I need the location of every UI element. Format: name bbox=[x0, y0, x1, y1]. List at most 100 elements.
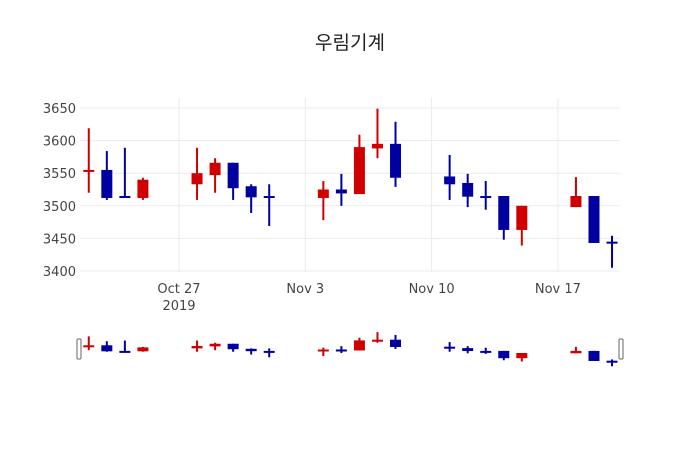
candle-body bbox=[390, 339, 402, 347]
slider-candle[interactable] bbox=[101, 341, 113, 352]
candle[interactable] bbox=[498, 196, 510, 240]
candle-body bbox=[516, 205, 528, 230]
candle-body bbox=[119, 350, 131, 353]
range-slider[interactable] bbox=[76, 332, 624, 367]
candle-body bbox=[588, 350, 600, 361]
slider-candle[interactable] bbox=[588, 350, 600, 361]
slider-candle[interactable] bbox=[444, 342, 456, 352]
candle[interactable] bbox=[606, 235, 618, 268]
candle-body bbox=[137, 347, 149, 352]
candle[interactable] bbox=[227, 162, 239, 200]
candle-body bbox=[335, 189, 347, 194]
x-tick-label: Nov 3 bbox=[286, 282, 324, 297]
candle-body bbox=[317, 189, 329, 198]
candle-body bbox=[444, 176, 456, 185]
slider-candle[interactable] bbox=[209, 342, 221, 351]
slider-candle[interactable] bbox=[227, 343, 239, 352]
candle-body bbox=[245, 186, 257, 198]
candle-body bbox=[227, 162, 239, 189]
candle[interactable] bbox=[101, 151, 113, 200]
candle-body bbox=[462, 182, 474, 197]
candle-body bbox=[498, 196, 510, 230]
candle[interactable] bbox=[480, 181, 492, 210]
candle-body bbox=[606, 241, 618, 244]
candle-body bbox=[83, 345, 95, 348]
candle[interactable] bbox=[209, 158, 221, 193]
candle-body bbox=[371, 143, 383, 149]
slider-candle[interactable] bbox=[119, 340, 131, 353]
candle[interactable] bbox=[83, 128, 95, 193]
candle[interactable] bbox=[191, 147, 203, 200]
candle-body bbox=[209, 162, 221, 176]
candle[interactable] bbox=[119, 147, 131, 199]
candle-body bbox=[390, 143, 402, 178]
candle[interactable] bbox=[335, 173, 347, 206]
x-tick-year-label: 2019 bbox=[162, 299, 195, 314]
candle[interactable] bbox=[245, 184, 257, 213]
slider-candle[interactable] bbox=[263, 348, 275, 358]
candle-body bbox=[588, 196, 600, 243]
candle[interactable] bbox=[444, 154, 456, 200]
slider-candle[interactable] bbox=[137, 346, 149, 352]
x-tick-label: Nov 10 bbox=[409, 282, 455, 297]
candle[interactable] bbox=[462, 173, 474, 208]
slider-candle[interactable] bbox=[335, 346, 347, 353]
candle[interactable] bbox=[317, 181, 329, 221]
candle-body bbox=[137, 179, 149, 198]
x-tick-label: Nov 17 bbox=[535, 282, 581, 297]
candle[interactable] bbox=[137, 177, 149, 200]
slider-candle[interactable] bbox=[83, 336, 95, 351]
slider-candle[interactable] bbox=[317, 347, 329, 357]
range-slider-right-handle[interactable] bbox=[618, 338, 624, 360]
candle-body bbox=[480, 196, 492, 199]
candles[interactable] bbox=[83, 108, 618, 268]
candle-body bbox=[83, 169, 95, 172]
candle-body bbox=[516, 353, 528, 359]
slider-candle[interactable] bbox=[570, 346, 582, 354]
slider-candle[interactable] bbox=[191, 340, 203, 352]
candle-body bbox=[263, 196, 275, 199]
y-tick-label: 3400 bbox=[43, 265, 76, 280]
candle-body bbox=[462, 348, 474, 352]
candle-body bbox=[570, 196, 582, 208]
slider-candle[interactable] bbox=[390, 334, 402, 349]
slider-candle[interactable] bbox=[480, 347, 492, 354]
candle-body bbox=[191, 346, 203, 349]
candle[interactable] bbox=[570, 177, 582, 208]
candle-body bbox=[191, 173, 203, 185]
candle[interactable] bbox=[516, 205, 528, 246]
slider-candle[interactable] bbox=[245, 348, 257, 355]
slider-candle[interactable] bbox=[516, 353, 528, 362]
candle-body bbox=[480, 350, 492, 353]
candle-body bbox=[245, 348, 257, 352]
candle[interactable] bbox=[588, 196, 600, 243]
candle[interactable] bbox=[263, 184, 275, 227]
y-tick-label: 3500 bbox=[43, 200, 76, 215]
slider-candle[interactable] bbox=[462, 346, 474, 354]
y-tick-label: 3450 bbox=[43, 232, 76, 247]
x-tick-label: Oct 27 bbox=[157, 282, 200, 297]
candle[interactable] bbox=[371, 108, 383, 159]
candle-body bbox=[606, 360, 618, 363]
candle[interactable] bbox=[353, 134, 365, 195]
candle-body bbox=[119, 196, 131, 199]
candle-body bbox=[101, 169, 113, 198]
y-tick-label: 3650 bbox=[43, 102, 76, 117]
gridlines bbox=[80, 98, 620, 272]
candle-body bbox=[317, 349, 329, 352]
range-slider-left-handle[interactable] bbox=[76, 338, 82, 360]
x-axis: Oct 27 2019 Nov 3 Nov 10 Nov 17 bbox=[157, 282, 581, 314]
y-tick-label: 3550 bbox=[43, 167, 76, 182]
candle-body bbox=[570, 350, 582, 354]
slider-candle[interactable] bbox=[498, 350, 510, 361]
slider-candle[interactable] bbox=[353, 337, 365, 351]
candle[interactable] bbox=[390, 121, 402, 187]
candle-body bbox=[353, 147, 365, 195]
candle-body bbox=[371, 339, 383, 342]
slider-candle[interactable] bbox=[371, 332, 383, 343]
candle-body bbox=[227, 343, 239, 350]
slider-candle[interactable] bbox=[606, 359, 618, 367]
candle-body bbox=[498, 350, 510, 359]
candle-body bbox=[263, 350, 275, 353]
